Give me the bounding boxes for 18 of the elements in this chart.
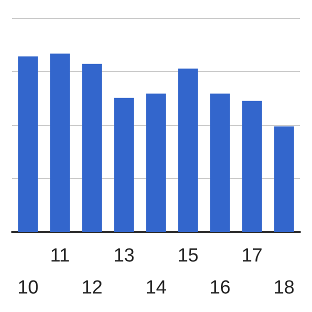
x-tick-label: 17 — [241, 246, 263, 266]
x-tick-label: 10 — [17, 278, 39, 298]
bar — [210, 94, 230, 232]
bar — [242, 100, 262, 232]
bar — [50, 54, 70, 232]
x-tick-label: 12 — [81, 278, 103, 298]
x-tick-label: 14 — [145, 278, 167, 298]
bar — [178, 68, 198, 232]
bar — [274, 126, 294, 232]
bar — [146, 94, 166, 232]
x-tick-label: 18 — [273, 278, 295, 298]
x-tick-label: 15 — [177, 246, 199, 266]
bar — [18, 56, 38, 232]
x-tick-label: 11 — [50, 246, 70, 266]
x-tick-label: 16 — [209, 278, 231, 298]
bar — [114, 98, 134, 232]
bar — [82, 64, 102, 232]
x-tick-label: 13 — [113, 246, 135, 266]
